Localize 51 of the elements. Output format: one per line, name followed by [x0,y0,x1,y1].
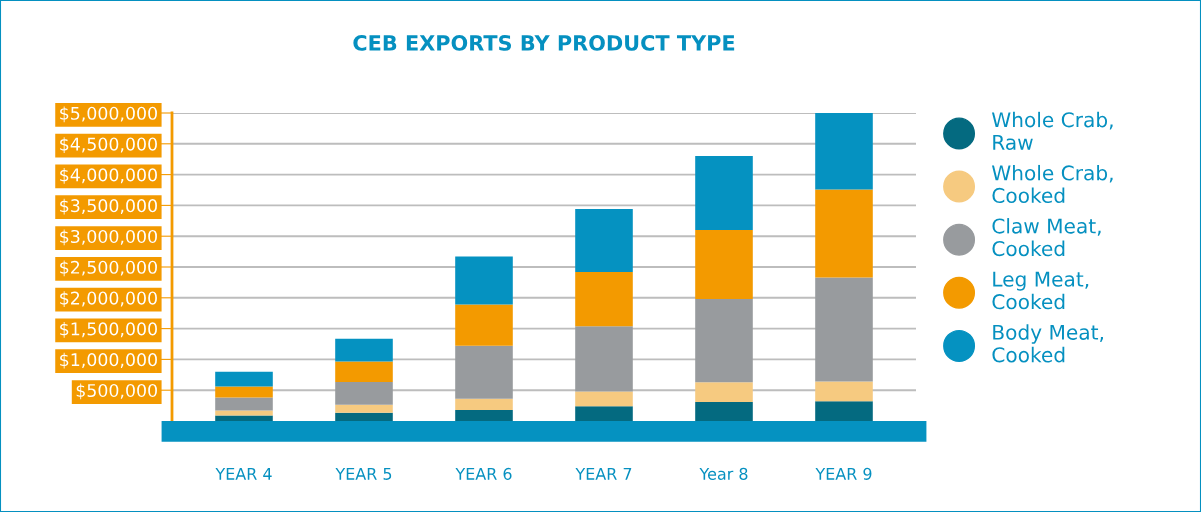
y-tick-label: $3,500,000 [60,198,157,215]
bar [815,277,873,382]
y-tick-label: $3,000,000 [60,229,157,246]
bar [575,271,633,327]
bar [575,209,633,272]
y-tick-label: $5,000,000 [60,106,157,123]
bar [455,345,513,399]
bar [695,156,753,231]
legend-label: Whole Crab, Raw [991,111,1113,150]
bar [695,401,753,421]
bar [455,398,513,410]
y-tick-label: $4,000,000 [60,168,157,184]
legend-label: Whole Crab, Cooked [991,164,1113,204]
bar [335,404,393,413]
y-tick-label: $1,000,000 [60,352,157,369]
bar [455,256,513,305]
chart-title: CEB EXPORTS BY PRODUCT TYPE [353,35,735,51]
bar [215,415,273,421]
bar [695,382,753,402]
bar [695,299,753,383]
x-tick-label: YEAR 7 [575,468,632,480]
bar [575,391,633,407]
bar [215,371,273,387]
bar [815,381,873,402]
legend-label: Leg Meat, Cooked [992,271,1089,310]
bar [815,401,873,421]
bar [335,381,393,405]
bar [575,326,633,392]
legend-label: Body Meat, Cooked [992,324,1103,363]
bar [455,304,513,346]
y-tick-label: $2,500,000 [60,260,157,277]
x-tick-label: YEAR 9 [815,467,872,480]
legend-label: Claw Meat, Cooked [992,218,1101,257]
bar [335,412,393,421]
y-tick-label: $2,000,000 [60,291,157,307]
bar [335,361,393,382]
y-tick-label: $4,500,000 [60,137,157,153]
y-tick-label: $500,000 [76,383,157,400]
bar [575,406,633,421]
bar [695,230,753,300]
bar [815,113,873,190]
x-tick-label: Year 8 [699,467,748,480]
y-tick-label: $1,500,000 [60,322,157,338]
x-tick-label: YEAR 4 [215,468,272,480]
bar [215,386,273,398]
bar [335,338,393,362]
bar [455,409,513,421]
bar [215,397,273,411]
x-tick-label: YEAR 5 [335,468,392,480]
x-tick-label: YEAR 6 [455,467,512,480]
bar [815,189,873,278]
